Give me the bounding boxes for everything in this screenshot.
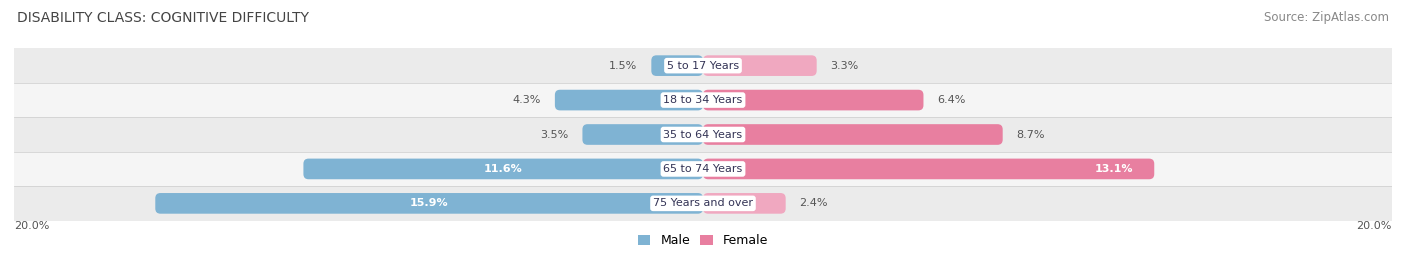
Text: 65 to 74 Years: 65 to 74 Years <box>664 164 742 174</box>
Text: 35 to 64 Years: 35 to 64 Years <box>664 129 742 140</box>
FancyBboxPatch shape <box>555 90 703 110</box>
Bar <box>14 186 1392 221</box>
Text: 20.0%: 20.0% <box>14 221 49 231</box>
FancyBboxPatch shape <box>582 124 703 145</box>
Bar <box>14 152 1392 186</box>
Text: 20.0%: 20.0% <box>1357 221 1392 231</box>
Text: 13.1%: 13.1% <box>1095 164 1133 174</box>
Legend: Male, Female: Male, Female <box>633 229 773 252</box>
FancyBboxPatch shape <box>703 55 817 76</box>
Text: 3.5%: 3.5% <box>540 129 568 140</box>
Text: 3.3%: 3.3% <box>831 61 859 71</box>
FancyBboxPatch shape <box>703 90 924 110</box>
Bar <box>14 48 1392 83</box>
Text: 15.9%: 15.9% <box>409 198 449 208</box>
FancyBboxPatch shape <box>703 124 1002 145</box>
Text: 5 to 17 Years: 5 to 17 Years <box>666 61 740 71</box>
FancyBboxPatch shape <box>155 193 703 214</box>
Text: 8.7%: 8.7% <box>1017 129 1045 140</box>
Text: 2.4%: 2.4% <box>800 198 828 208</box>
Text: DISABILITY CLASS: COGNITIVE DIFFICULTY: DISABILITY CLASS: COGNITIVE DIFFICULTY <box>17 11 309 25</box>
Text: Source: ZipAtlas.com: Source: ZipAtlas.com <box>1264 11 1389 24</box>
Text: 18 to 34 Years: 18 to 34 Years <box>664 95 742 105</box>
Text: 6.4%: 6.4% <box>938 95 966 105</box>
FancyBboxPatch shape <box>651 55 703 76</box>
FancyBboxPatch shape <box>703 193 786 214</box>
Text: 4.3%: 4.3% <box>513 95 541 105</box>
FancyBboxPatch shape <box>304 159 703 179</box>
Bar <box>14 117 1392 152</box>
Text: 75 Years and over: 75 Years and over <box>652 198 754 208</box>
FancyBboxPatch shape <box>703 159 1154 179</box>
Text: 1.5%: 1.5% <box>609 61 637 71</box>
Text: 11.6%: 11.6% <box>484 164 523 174</box>
Bar <box>14 83 1392 117</box>
